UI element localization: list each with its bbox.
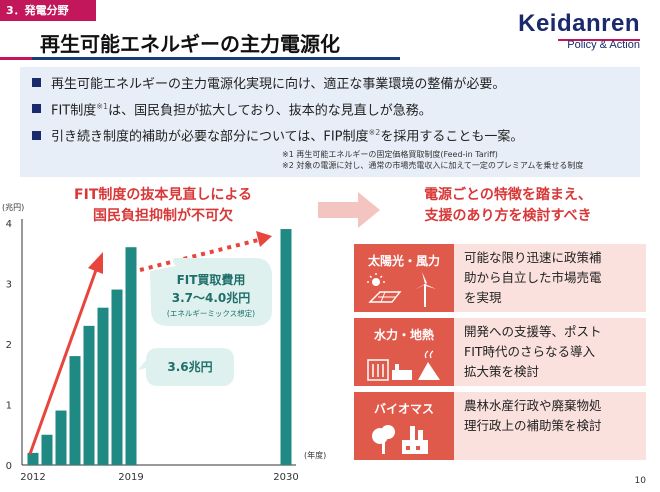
bullet-square-icon <box>32 104 41 114</box>
chart-bar <box>83 325 95 465</box>
biomass-plant-icon <box>372 425 428 454</box>
point-item: 引き続き制度的補助が必要な部分については、FIP制度※2を採用することも一案。 <box>32 122 628 148</box>
keidanren-logo: Keidanren Policy & Action <box>518 10 640 51</box>
page-title: 再生可能エネルギーの主力電源化 <box>40 32 340 56</box>
point-text: 引き続き制度的補助が必要な部分については、FIP制度 <box>51 129 369 145</box>
hydro-geothermal-icon <box>367 350 440 381</box>
growth-trend-arrowhead <box>88 252 103 274</box>
point-text-cont: を採用することも一案。 <box>380 129 524 145</box>
point-text-cont: は、国民負担が拡大しており、抜本的な見直しが急務。 <box>108 103 432 119</box>
description-line: FIT時代のさらなる導入 <box>464 344 596 359</box>
chart-bar <box>111 289 123 465</box>
page-number: 10 <box>634 476 646 486</box>
point-text: 再生可能エネルギーの主力電源化実現に向け、適正な事業環境の整備が必要。 <box>51 77 506 92</box>
fit-cost-chart: 0 1 2 3 4 (兆円) (年度) 2012 2019 2030 FIT買取費用 3.7～4.… <box>2 202 326 483</box>
growth-trend-arrow <box>28 269 98 455</box>
logo-name: Keidanren <box>518 10 640 37</box>
description-line: を実現 <box>464 290 502 305</box>
description-line: 理行政上の補助策を検討 <box>464 418 602 433</box>
y-tick-label: 4 <box>6 219 12 230</box>
point-text: FIT制度 <box>51 103 97 119</box>
bullet-square-icon <box>32 78 41 87</box>
logo-tagline: Policy & Action <box>567 39 640 51</box>
chart-bar <box>69 356 81 465</box>
left-heading-line: 国民負担抑制が不可欠 <box>93 208 233 224</box>
right-heading-line: 電源ごとの特徴を踏まえ、 <box>424 187 592 203</box>
description-line: 開発への支援等、ポスト <box>464 324 602 339</box>
current-cost-callout: 3.6兆円 <box>138 348 234 386</box>
y-tick-label: 0 <box>6 461 12 472</box>
strategy-description: 可能な限り迅速に政策補 助から自立した市場売電 を実現 <box>454 244 646 312</box>
section-tag: 3．発電分野 <box>0 0 96 21</box>
source-strategy-list: 太陽光・風力 可能な限り迅速に政策補 助から自立した市場売電 を実現 <box>354 244 646 466</box>
fit-cost-callout: FIT買取費用 3.7～4.0兆円 (エネルギーミックス想定) <box>150 258 272 326</box>
y-axis-unit-label: (兆円) <box>2 202 24 212</box>
y-tick-label: 2 <box>6 340 12 351</box>
x-tick-label: 2019 <box>118 472 143 483</box>
point-item: 再生可能エネルギーの主力電源化実現に向け、適正な事業環境の整備が必要。 <box>32 74 628 96</box>
footnote-ref: ※1 <box>96 102 109 111</box>
point-item: FIT制度※1は、国民負担が拡大しており、抜本的な見直しが急務。 <box>32 96 628 122</box>
x-axis-unit-label: (年度) <box>304 450 326 460</box>
strategy-row-biomass: バイオマス 農林水産行政や廃棄物処 理行政上の補助策を検討 <box>354 392 646 460</box>
chart-bar <box>97 307 109 465</box>
left-heading-line: FIT制度の抜本見直しによる <box>74 187 252 203</box>
strategy-description: 農林水産行政や廃棄物処 理行政上の補助策を検討 <box>454 392 646 460</box>
strategy-category: 水力・地熱 <box>354 318 454 386</box>
description-line: 助から自立した市場売電 <box>464 270 602 285</box>
key-points-box: 再生可能エネルギーの主力電源化実現に向け、適正な事業環境の整備が必要。 FIT制… <box>20 67 640 177</box>
chart-bar <box>55 410 67 465</box>
category-label: 太陽光・風力 <box>367 254 440 268</box>
callout-fit-note: (エネルギーミックス想定) <box>167 308 255 318</box>
description-line: 農林水産行政や廃棄物処 <box>464 398 602 413</box>
chart-bar <box>27 452 39 465</box>
strategy-row-solar-wind: 太陽光・風力 可能な限り迅速に政策補 助から自立した市場売電 を実現 <box>354 244 646 312</box>
description-line: 拡大策を検討 <box>464 364 540 379</box>
logo-accent-bar <box>558 39 640 41</box>
solar-wind-icon <box>367 272 436 307</box>
x-tick-label: 2030 <box>273 472 298 483</box>
category-label: バイオマス <box>373 402 434 416</box>
right-heading: 電源ごとの特徴を踏まえ、 支援のあり方を検討すべき <box>388 185 628 227</box>
footnote: ※1 再生可能エネルギーの固定価格買取制度(Feed-in Tariff) <box>282 149 498 159</box>
title-underline <box>0 57 400 60</box>
right-arrow-icon <box>318 192 380 228</box>
chart-bar <box>280 229 292 465</box>
callout-fit-title: FIT買取費用 <box>177 272 246 287</box>
y-tick-label: 1 <box>6 401 12 412</box>
x-tick-label: 2012 <box>20 472 45 483</box>
right-heading-line: 支援のあり方を検討すべき <box>424 208 592 224</box>
projection-dotted-arrow <box>139 237 263 272</box>
category-label: 水力・地熱 <box>373 328 434 342</box>
chart-bar <box>125 247 137 465</box>
description-line: 可能な限り迅速に政策補 <box>464 250 602 265</box>
footnote: ※2 対象の電源に対し、通常の市場売電収入に加えて一定のプレミアムを乗せる制度 <box>282 160 584 170</box>
strategy-row-hydro-geothermal: 水力・地熱 開発への支援等、ポスト FIT時代のさらなる導入 拡大策を検討 <box>354 318 646 386</box>
strategy-description: 開発への支援等、ポスト FIT時代のさらなる導入 拡大策を検討 <box>454 318 646 386</box>
chart-bar <box>41 434 53 465</box>
bullet-square-icon <box>32 130 41 140</box>
left-heading: FIT制度の抜本見直しによる 国民負担抑制が不可欠 <box>48 185 278 227</box>
footnote-ref: ※2 <box>368 128 381 138</box>
strategy-category: 太陽光・風力 <box>354 244 454 312</box>
strategy-category: バイオマス <box>354 392 454 460</box>
y-tick-label: 3 <box>6 280 12 291</box>
projection-arrowhead <box>256 231 272 247</box>
callout-fit-value: 3.7～4.0兆円 <box>172 290 251 305</box>
callout-current-value: 3.6兆円 <box>167 359 212 374</box>
